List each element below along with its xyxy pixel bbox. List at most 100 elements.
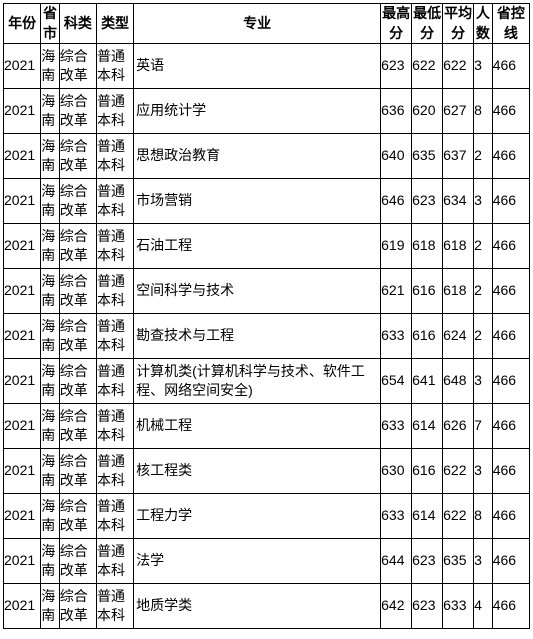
cell-major: 英语 (134, 44, 381, 89)
cell-avg: 637 (443, 134, 474, 179)
table-row: 2021海南综合改革普通本科英语6236226223466 (4, 44, 530, 89)
table-row: 2021海南综合改革普通本科应用统计学6366206278466 (4, 89, 530, 134)
cell-major: 应用统计学 (134, 89, 381, 134)
header-row: 年份 省市 科类 类型 专业 最高分 最低分 平均分 人数 省控线 (4, 4, 530, 44)
cell-ctrl: 466 (492, 89, 529, 134)
cell-low: 616 (412, 269, 443, 314)
cell-high: 644 (381, 539, 412, 584)
cell-major: 市场营销 (134, 179, 381, 224)
cell-major: 工程力学 (134, 494, 381, 539)
cell-avg: 622 (443, 44, 474, 89)
cell-low: 622 (412, 44, 443, 89)
cell-year: 2021 (4, 44, 41, 89)
cell-major: 法学 (134, 539, 381, 584)
cell-province: 海南 (41, 539, 60, 584)
cell-high: 623 (381, 44, 412, 89)
cell-year: 2021 (4, 584, 41, 629)
cell-type: 普通本科 (96, 449, 133, 494)
cell-ctrl: 466 (492, 269, 529, 314)
cell-count: 2 (474, 269, 493, 314)
cell-type: 普通本科 (96, 494, 133, 539)
cell-low: 620 (412, 89, 443, 134)
cell-high: 633 (381, 314, 412, 359)
cell-category: 综合改革 (59, 224, 96, 269)
table-row: 2021海南综合改革普通本科计算机类(计算机科学与技术、软件工程、网络空间安全)… (4, 359, 530, 404)
cell-low: 623 (412, 539, 443, 584)
cell-high: 654 (381, 359, 412, 404)
cell-low: 623 (412, 584, 443, 629)
cell-category: 综合改革 (59, 179, 96, 224)
cell-low: 618 (412, 224, 443, 269)
cell-province: 海南 (41, 584, 60, 629)
col-ctrl: 省控线 (492, 4, 529, 44)
col-count: 人数 (474, 4, 493, 44)
cell-province: 海南 (41, 449, 60, 494)
cell-province: 海南 (41, 269, 60, 314)
cell-type: 普通本科 (96, 314, 133, 359)
table-row: 2021海南综合改革普通本科法学6446236353466 (4, 539, 530, 584)
col-major: 专业 (134, 4, 381, 44)
cell-year: 2021 (4, 449, 41, 494)
cell-avg: 618 (443, 224, 474, 269)
col-low: 最低分 (412, 4, 443, 44)
cell-ctrl: 466 (492, 314, 529, 359)
cell-ctrl: 466 (492, 134, 529, 179)
score-table: 年份 省市 科类 类型 专业 最高分 最低分 平均分 人数 省控线 2021海南… (3, 3, 530, 629)
table-row: 2021海南综合改革普通本科空间科学与技术6216166182466 (4, 269, 530, 314)
cell-province: 海南 (41, 404, 60, 449)
col-year: 年份 (4, 4, 41, 44)
table-body: 2021海南综合改革普通本科英语62362262234662021海南综合改革普… (4, 44, 530, 629)
cell-count: 4 (474, 584, 493, 629)
cell-category: 综合改革 (59, 404, 96, 449)
cell-high: 633 (381, 494, 412, 539)
cell-category: 综合改革 (59, 494, 96, 539)
cell-count: 3 (474, 359, 493, 404)
cell-avg: 626 (443, 404, 474, 449)
cell-low: 641 (412, 359, 443, 404)
cell-count: 2 (474, 134, 493, 179)
cell-low: 635 (412, 134, 443, 179)
cell-year: 2021 (4, 359, 41, 404)
cell-province: 海南 (41, 134, 60, 179)
table-row: 2021海南综合改革普通本科工程力学6336146228466 (4, 494, 530, 539)
cell-ctrl: 466 (492, 44, 529, 89)
cell-year: 2021 (4, 134, 41, 179)
cell-category: 综合改革 (59, 89, 96, 134)
cell-major: 机械工程 (134, 404, 381, 449)
cell-type: 普通本科 (96, 44, 133, 89)
cell-ctrl: 466 (492, 584, 529, 629)
cell-category: 综合改革 (59, 44, 96, 89)
table-row: 2021海南综合改革普通本科市场营销6466236343466 (4, 179, 530, 224)
cell-avg: 627 (443, 89, 474, 134)
cell-province: 海南 (41, 224, 60, 269)
cell-type: 普通本科 (96, 224, 133, 269)
cell-ctrl: 466 (492, 224, 529, 269)
cell-category: 综合改革 (59, 539, 96, 584)
cell-avg: 622 (443, 494, 474, 539)
cell-count: 8 (474, 494, 493, 539)
cell-year: 2021 (4, 89, 41, 134)
cell-type: 普通本科 (96, 359, 133, 404)
cell-count: 3 (474, 179, 493, 224)
cell-major: 勘查技术与工程 (134, 314, 381, 359)
cell-province: 海南 (41, 314, 60, 359)
table-row: 2021海南综合改革普通本科勘查技术与工程6336166242466 (4, 314, 530, 359)
col-high: 最高分 (381, 4, 412, 44)
cell-low: 616 (412, 314, 443, 359)
cell-year: 2021 (4, 404, 41, 449)
cell-ctrl: 466 (492, 449, 529, 494)
table-row: 2021海南综合改革普通本科思想政治教育6406356372466 (4, 134, 530, 179)
cell-type: 普通本科 (96, 89, 133, 134)
cell-type: 普通本科 (96, 134, 133, 179)
cell-major: 石油工程 (134, 224, 381, 269)
cell-count: 2 (474, 314, 493, 359)
cell-category: 综合改革 (59, 134, 96, 179)
cell-major: 核工程类 (134, 449, 381, 494)
cell-avg: 622 (443, 449, 474, 494)
cell-high: 619 (381, 224, 412, 269)
cell-low: 614 (412, 404, 443, 449)
cell-province: 海南 (41, 179, 60, 224)
cell-ctrl: 466 (492, 539, 529, 584)
cell-avg: 634 (443, 179, 474, 224)
cell-count: 3 (474, 44, 493, 89)
